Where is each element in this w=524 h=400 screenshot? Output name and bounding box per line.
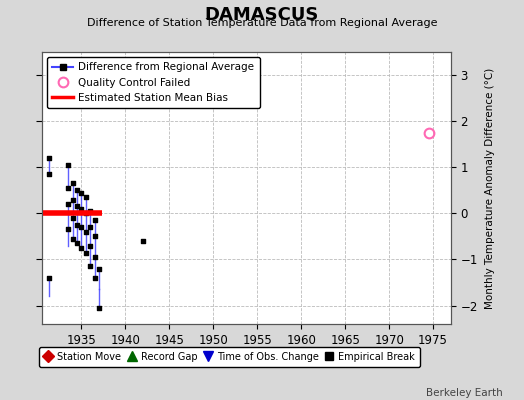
Text: Difference of Station Temperature Data from Regional Average: Difference of Station Temperature Data f…	[87, 18, 437, 28]
Point	[64, 201, 72, 207]
Y-axis label: Monthly Temperature Anomaly Difference (°C): Monthly Temperature Anomaly Difference (…	[485, 67, 495, 309]
Text: DAMASCUS: DAMASCUS	[205, 6, 319, 24]
Point	[45, 155, 53, 161]
Text: Berkeley Earth: Berkeley Earth	[427, 388, 503, 398]
Point	[86, 224, 94, 230]
Point	[91, 275, 99, 281]
Point	[82, 249, 90, 256]
Point	[73, 222, 81, 228]
Point	[91, 233, 99, 240]
Point	[73, 240, 81, 246]
Point	[73, 187, 81, 194]
Point	[95, 305, 103, 311]
Point	[86, 263, 94, 270]
Point	[77, 245, 85, 251]
Point	[77, 190, 85, 196]
Point	[64, 226, 72, 233]
Point	[95, 266, 103, 272]
Point	[91, 217, 99, 224]
Point	[64, 162, 72, 168]
Point	[82, 194, 90, 200]
Point	[77, 224, 85, 230]
Point	[69, 236, 77, 242]
Point	[77, 206, 85, 212]
Point	[45, 171, 53, 177]
Point	[139, 238, 147, 244]
Legend: Station Move, Record Gap, Time of Obs. Change, Empirical Break: Station Move, Record Gap, Time of Obs. C…	[39, 347, 420, 367]
Point	[69, 196, 77, 203]
Point	[91, 254, 99, 260]
Point	[69, 215, 77, 221]
Point	[86, 208, 94, 214]
Point	[73, 203, 81, 210]
Point	[82, 228, 90, 235]
Point	[45, 275, 53, 281]
Point	[82, 210, 90, 216]
Point	[95, 67, 103, 74]
Point	[69, 180, 77, 186]
Point	[86, 242, 94, 249]
Point	[64, 185, 72, 191]
